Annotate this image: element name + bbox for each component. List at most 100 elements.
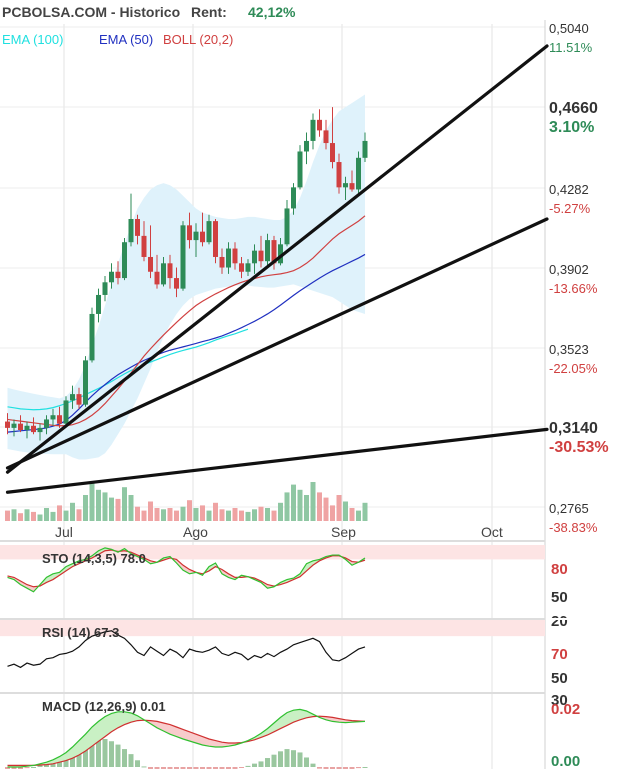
volume-bar	[278, 502, 283, 521]
macd-level-label: 0.00	[551, 753, 580, 769]
lower-panels	[0, 540, 545, 769]
volume-bar	[96, 489, 101, 521]
volume-bar	[245, 511, 251, 521]
macd-fill	[189, 731, 196, 743]
month-tick-label: Jul	[55, 524, 73, 540]
macd-fill	[92, 721, 99, 747]
volume-bar	[219, 509, 225, 521]
candle-body	[258, 250, 264, 262]
ticker-title: PCBOLSA.COM - Historico	[2, 4, 180, 20]
macd-histogram-bar	[226, 767, 231, 769]
volume-bar	[135, 506, 140, 521]
percent-tick-label: 11.51%	[549, 40, 593, 55]
macd-histogram-bar	[245, 765, 251, 767]
sto-level-label: 20	[551, 613, 568, 630]
panel-divider	[0, 692, 545, 694]
volume-bar	[18, 513, 23, 521]
percent-tick-label: 3.10%	[549, 119, 594, 136]
volume-bar	[76, 509, 82, 521]
candle-body	[310, 119, 316, 141]
volume-bar	[148, 501, 153, 521]
percent-tick-label: -5.27%	[549, 201, 591, 216]
candle-body	[232, 248, 238, 264]
volume-bar	[122, 487, 127, 521]
volume-bar	[141, 510, 147, 521]
candle-body	[141, 235, 147, 257]
volume-bar	[102, 492, 108, 521]
candle-body	[96, 294, 101, 314]
candle-body	[115, 271, 121, 279]
volume-bar	[5, 510, 10, 521]
macd-histogram-bar	[343, 767, 348, 769]
volume-bar	[336, 495, 342, 521]
macd-histogram-bar	[128, 754, 134, 767]
macd-histogram-bar	[356, 767, 361, 769]
macd-histogram-bar	[323, 767, 329, 769]
macd-histogram-bar	[141, 766, 147, 768]
macd-fill	[150, 720, 157, 728]
volume-bar	[239, 510, 244, 521]
macd-histogram-bar	[76, 746, 82, 767]
macd-level-label: 0.02	[551, 701, 580, 718]
rsi-line	[7, 630, 366, 669]
macd-fill	[124, 711, 131, 725]
macd-fill	[293, 709, 300, 723]
volume-bar	[252, 509, 257, 521]
macd-fill	[274, 717, 281, 732]
macd-histogram-bar	[96, 739, 101, 767]
macd-signal-line	[7, 715, 366, 767]
volume-bar	[63, 510, 69, 521]
bollinger-band-area	[7, 94, 365, 460]
volume-bar	[174, 510, 179, 521]
macd-histogram-bar	[161, 767, 166, 769]
percent-tick-label: -38.83%	[549, 520, 598, 535]
candle-body	[83, 360, 88, 405]
candle-body	[135, 219, 140, 236]
panel-divider	[0, 540, 545, 542]
volume-bar	[154, 508, 160, 521]
candle-body	[167, 263, 173, 279]
sto-label: STO (14,3,5) 78.0	[42, 551, 146, 566]
macd-fill	[300, 709, 307, 720]
macd-histogram-bar	[291, 750, 296, 767]
volume-bar	[115, 498, 121, 521]
macd-histogram-bar	[44, 763, 49, 767]
macd-histogram-bar	[213, 767, 218, 769]
sto-fill	[98, 547, 105, 555]
candle-body	[239, 263, 244, 272]
volume-bar	[187, 500, 192, 521]
macd-histogram-bar	[219, 767, 225, 769]
trendlines	[5, 44, 549, 494]
macd-histogram-bar	[330, 767, 335, 769]
volume-bar	[271, 510, 277, 521]
sto-k-line	[7, 547, 366, 593]
candle-body	[63, 400, 69, 424]
macd-histogram-bar	[206, 767, 212, 769]
volume-bar	[330, 505, 335, 521]
macd-histogram-bar	[122, 749, 127, 767]
volume-bar	[310, 482, 316, 521]
candle-body	[330, 143, 335, 163]
macd-histogram-bar	[200, 767, 205, 769]
sto-fill	[176, 559, 183, 571]
macd-histogram-bar	[63, 755, 69, 767]
volume-bar	[343, 501, 348, 521]
macd-histogram-bar	[271, 754, 277, 767]
macd-fill	[176, 727, 183, 739]
macd-histogram-bar	[317, 767, 322, 769]
price-tick-label: 0,4282	[549, 182, 589, 197]
volume-bar	[265, 508, 270, 521]
macd-fill	[209, 739, 216, 747]
rent-label: Rent:	[191, 4, 227, 20]
candle-body	[226, 248, 231, 268]
rsi-level-label: 70	[551, 646, 568, 663]
volume-bar	[128, 495, 134, 521]
month-tick-label: Ago	[183, 524, 208, 540]
volume-bar	[206, 510, 212, 521]
macd-histogram-bar	[265, 758, 270, 767]
macd-histogram-bar	[102, 739, 108, 767]
volume-bar	[44, 508, 49, 521]
legend-ema50: EMA (50)	[99, 32, 153, 47]
candle-body	[349, 183, 355, 190]
candle-body	[200, 231, 205, 243]
